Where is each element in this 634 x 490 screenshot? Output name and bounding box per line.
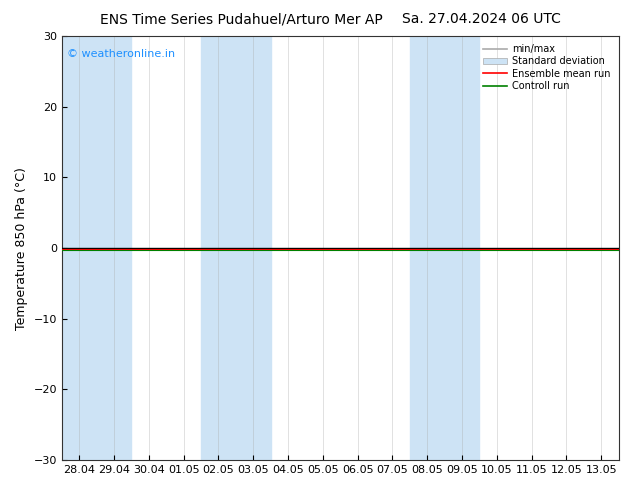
Text: Sa. 27.04.2024 06 UTC: Sa. 27.04.2024 06 UTC <box>403 12 561 26</box>
Bar <box>444 36 479 460</box>
Text: ENS Time Series Pudahuel/Arturo Mer AP: ENS Time Series Pudahuel/Arturo Mer AP <box>100 12 382 26</box>
Bar <box>236 36 271 460</box>
Bar <box>62 36 97 460</box>
Text: © weatheronline.in: © weatheronline.in <box>67 49 176 59</box>
Bar <box>201 36 236 460</box>
Y-axis label: Temperature 850 hPa (°C): Temperature 850 hPa (°C) <box>15 167 28 330</box>
Bar <box>410 36 444 460</box>
Bar <box>97 36 131 460</box>
Legend: min/max, Standard deviation, Ensemble mean run, Controll run: min/max, Standard deviation, Ensemble me… <box>480 41 614 94</box>
